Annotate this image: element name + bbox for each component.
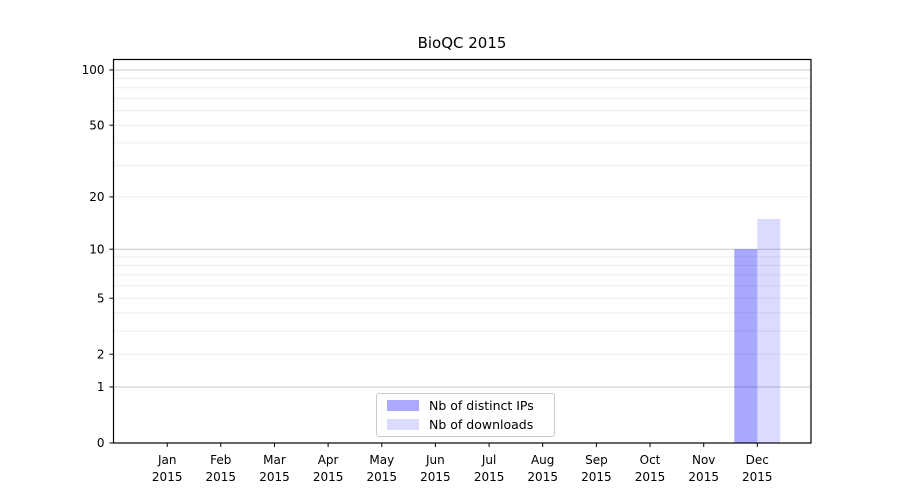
y-tick-label: 20 <box>89 190 104 204</box>
y-tick-label: 100 <box>82 63 105 77</box>
legend-label-distinct-ips: Nb of distinct IPs <box>429 398 534 413</box>
x-tick-label: Nov 2015 <box>688 453 719 484</box>
legend-item-downloads: Nb of downloads <box>385 417 546 432</box>
x-tick-label: Jul 2015 <box>474 453 505 484</box>
bar-nb-of-distinct-ips-dec <box>734 249 758 443</box>
legend-swatch-distinct-ips <box>387 400 419 411</box>
x-tick-label: Jun 2015 <box>420 453 451 484</box>
x-tick-label: Mar 2015 <box>259 453 290 484</box>
legend-item-distinct-ips: Nb of distinct IPs <box>385 398 546 413</box>
x-tick-label: Feb 2015 <box>206 453 237 484</box>
y-tick-label: 0 <box>97 436 105 450</box>
x-tick-label: Apr 2015 <box>313 453 344 484</box>
y-tick-label: 5 <box>97 291 105 305</box>
y-tick-label: 10 <box>89 242 104 256</box>
legend-label-downloads: Nb of downloads <box>429 417 534 432</box>
chart-title: BioQC 2015 <box>417 34 507 52</box>
bar-nb-of-downloads-dec <box>757 218 781 443</box>
x-tick-label: Dec 2015 <box>742 453 773 484</box>
x-tick-label: Oct 2015 <box>635 453 666 484</box>
x-tick-label: Aug 2015 <box>527 453 558 484</box>
x-tick-label: May 2015 <box>367 453 398 484</box>
y-tick-label: 2 <box>97 347 105 361</box>
y-tick-label: 1 <box>97 380 105 394</box>
y-tick-label: 50 <box>89 118 104 132</box>
legend: Nb of distinct IPs Nb of downloads <box>376 393 555 437</box>
axes-spines <box>112 58 812 444</box>
x-tick-label: Jan 2015 <box>152 453 183 484</box>
legend-swatch-downloads <box>387 419 419 430</box>
x-tick-label: Sep 2015 <box>581 453 612 484</box>
